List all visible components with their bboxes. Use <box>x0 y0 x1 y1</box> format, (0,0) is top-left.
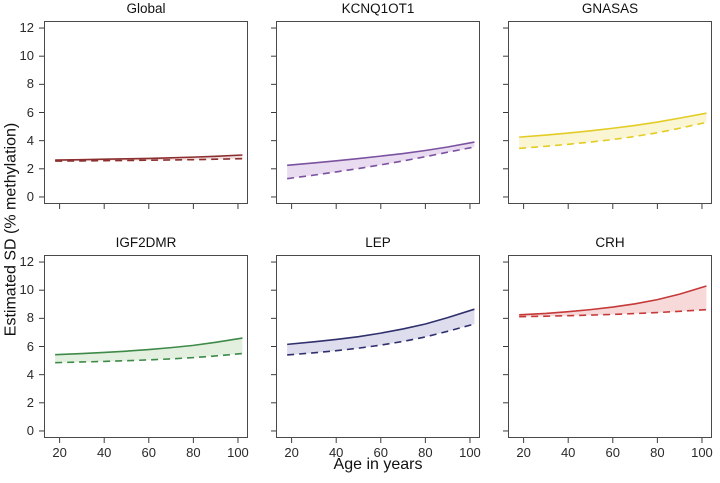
x-tick-label: 40 <box>328 445 344 460</box>
panel-border <box>276 21 480 204</box>
x-tick-label: 80 <box>650 445 665 460</box>
panel-title-global: Global <box>126 1 166 16</box>
y-tick-label: 4 <box>26 132 34 148</box>
y-tick-label: 8 <box>26 76 34 92</box>
panel-plot-crh <box>503 255 712 443</box>
panel-border <box>276 255 480 438</box>
y-tick-label: 12 <box>19 254 34 270</box>
x-tick-label: 80 <box>186 445 201 460</box>
y-tick-label: 10 <box>19 282 34 298</box>
y-tick-label: 2 <box>26 394 34 410</box>
solid-line <box>55 337 243 356</box>
x-tick-label: 100 <box>691 445 713 460</box>
panel-title-igf2dmr: IGF2DMR <box>115 235 177 250</box>
solid-line <box>287 308 475 346</box>
solid-line <box>287 141 475 167</box>
panel-border <box>508 255 712 438</box>
y-tick-label: 10 <box>19 48 34 64</box>
panel-border <box>44 21 248 204</box>
x-tick-label: 20 <box>284 445 299 460</box>
y-tick-label: 6 <box>26 338 34 354</box>
solid-line <box>519 112 707 138</box>
y-tick-label: 0 <box>26 422 34 438</box>
panel-title-lep: LEP <box>365 235 391 250</box>
panel-border <box>44 255 248 438</box>
panel-plot-igf2dmr <box>39 255 248 443</box>
panel-title-kcnq1ot1: KCNQ1OT1 <box>341 1 415 16</box>
y-tick-label: 2 <box>26 160 34 176</box>
y-tick-label: 6 <box>26 104 34 120</box>
solid-line <box>55 154 243 161</box>
x-tick-label: 100 <box>227 445 249 460</box>
y-tick-label: 12 <box>19 20 34 36</box>
panel-border <box>508 21 712 204</box>
confidence-band <box>287 309 475 355</box>
panel-title-gnasas: GNASAS <box>581 1 639 16</box>
confidence-band <box>519 285 707 317</box>
panel-plot-lep <box>271 255 480 443</box>
panel-title-crh: CRH <box>595 235 625 250</box>
y-tick-label: 0 <box>26 188 34 204</box>
solid-line <box>519 285 707 316</box>
x-tick-label: 80 <box>418 445 433 460</box>
y-tick-label: 4 <box>26 366 34 382</box>
x-tick-label: 20 <box>52 445 67 460</box>
panel-plot-kcnq1ot1 <box>271 21 480 209</box>
x-tick-label: 60 <box>141 445 157 460</box>
x-tick-label: 40 <box>96 445 112 460</box>
x-tick-label: 40 <box>560 445 576 460</box>
x-axis-label: Age in years <box>333 456 423 473</box>
x-tick-label: 60 <box>373 445 389 460</box>
panel-plot-global <box>39 21 248 209</box>
y-tick-label: 8 <box>26 310 34 326</box>
panel-plot-gnasas <box>503 21 712 209</box>
x-tick-label: 100 <box>459 445 481 460</box>
confidence-band <box>287 142 475 179</box>
x-tick-label: 20 <box>516 445 531 460</box>
x-tick-label: 60 <box>605 445 621 460</box>
